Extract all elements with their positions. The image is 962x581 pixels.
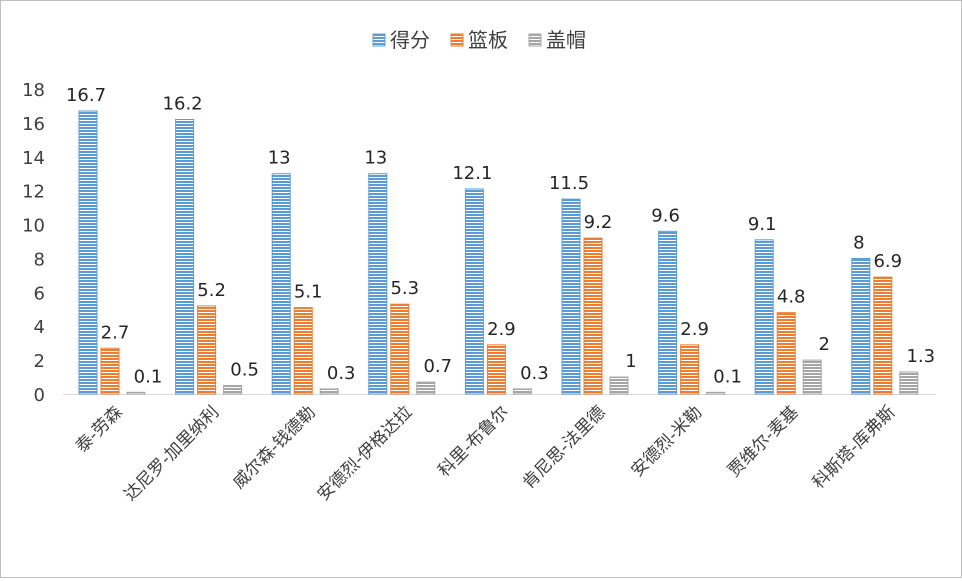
- bar-rebound: [197, 305, 217, 395]
- data-label: 5.1: [294, 282, 323, 303]
- x-tick-label: 达尼罗-加里纳利: [121, 402, 224, 505]
- bar-block: [802, 359, 822, 395]
- data-label: 0.1: [713, 366, 742, 387]
- bar-score: [271, 173, 291, 395]
- bar-rebound: [390, 303, 410, 395]
- y-tick-label: 6: [34, 283, 45, 304]
- legend-label: 得分: [390, 28, 430, 52]
- bar-rebound: [583, 237, 603, 395]
- bar-rebound: [293, 307, 313, 395]
- data-label: 2: [818, 334, 829, 355]
- x-tick-label: 安德烈-米勒: [628, 402, 707, 481]
- bar-block: [706, 391, 726, 395]
- data-label: 13: [268, 148, 291, 169]
- data-label: 2.9: [487, 319, 516, 340]
- bar-score: [368, 173, 388, 395]
- y-tick-label: 18: [22, 80, 45, 101]
- data-label: 9.2: [584, 212, 613, 233]
- bar-score: [754, 239, 774, 395]
- x-tick-label: 科里-布鲁尔: [434, 402, 513, 481]
- x-tick-label: 贾维尔-麦基: [724, 402, 803, 481]
- bar-rebound: [486, 344, 506, 395]
- legend-label: 篮板: [468, 28, 508, 52]
- data-label: 0.1: [134, 366, 163, 387]
- y-tick-label: 16: [22, 114, 45, 135]
- x-tick-label: 威尔森-钱德勒: [229, 402, 320, 493]
- legend-label: 盖帽: [546, 28, 586, 52]
- bar-score: [175, 119, 195, 395]
- bar-block: [223, 385, 243, 395]
- data-label: 4.8: [777, 287, 806, 308]
- data-label: 2.9: [680, 319, 709, 340]
- bar-score: [464, 188, 484, 395]
- data-label: 11.5: [549, 173, 589, 194]
- bar-rebound: [873, 276, 893, 395]
- legend-swatch: [372, 33, 386, 47]
- data-label: 0.3: [327, 363, 356, 384]
- bar-block: [416, 381, 436, 395]
- y-tick-label: 0: [34, 385, 45, 406]
- bar-block: [899, 371, 919, 395]
- legend-item: 篮板: [450, 28, 508, 52]
- data-label: 5.3: [390, 278, 419, 299]
- data-label: 16.2: [163, 94, 203, 115]
- bar-score: [561, 198, 581, 395]
- x-tick-label: 科斯塔-库弗斯: [809, 402, 900, 493]
- y-tick-label: 2: [34, 351, 45, 372]
- y-tick-label: 8: [34, 249, 45, 270]
- bar-block: [126, 391, 146, 395]
- bar-block: [609, 376, 629, 395]
- bar-block: [512, 388, 532, 395]
- data-label: 2.7: [101, 322, 130, 343]
- data-label: 9.1: [748, 214, 777, 235]
- data-label: 0.3: [520, 363, 549, 384]
- data-label: 0.5: [230, 360, 259, 381]
- data-label: 13: [364, 148, 387, 169]
- x-tick-label: 安德烈-伊格达拉: [314, 402, 417, 505]
- legend-swatch: [450, 33, 464, 47]
- bar-score: [851, 257, 871, 395]
- data-label: 0.7: [423, 356, 452, 377]
- bar-score: [658, 230, 678, 395]
- data-label: 1.3: [906, 346, 935, 367]
- data-label: 9.6: [651, 205, 680, 226]
- x-tick-label: 泰-劳森: [72, 402, 127, 457]
- bar-block: [319, 388, 339, 395]
- data-label: 6.9: [873, 251, 902, 272]
- data-label: 8: [853, 232, 864, 253]
- data-label: 1: [625, 351, 636, 372]
- x-tick-label: 肯尼思-法里德: [519, 402, 610, 493]
- data-label: 12.1: [452, 163, 492, 184]
- legend-item: 得分: [372, 28, 430, 52]
- y-tick-label: 4: [34, 317, 45, 338]
- bar-rebound: [100, 347, 120, 395]
- data-label: 5.2: [197, 280, 226, 301]
- legend-item: 盖帽: [528, 28, 586, 52]
- y-tick-label: 14: [22, 148, 45, 169]
- bar-rebound: [776, 312, 796, 395]
- bar-rebound: [680, 344, 700, 395]
- data-label: 16.7: [66, 85, 106, 106]
- y-tick-label: 12: [22, 182, 45, 203]
- legend-swatch: [528, 33, 542, 47]
- bar-score: [78, 110, 98, 395]
- y-tick-label: 10: [22, 216, 45, 237]
